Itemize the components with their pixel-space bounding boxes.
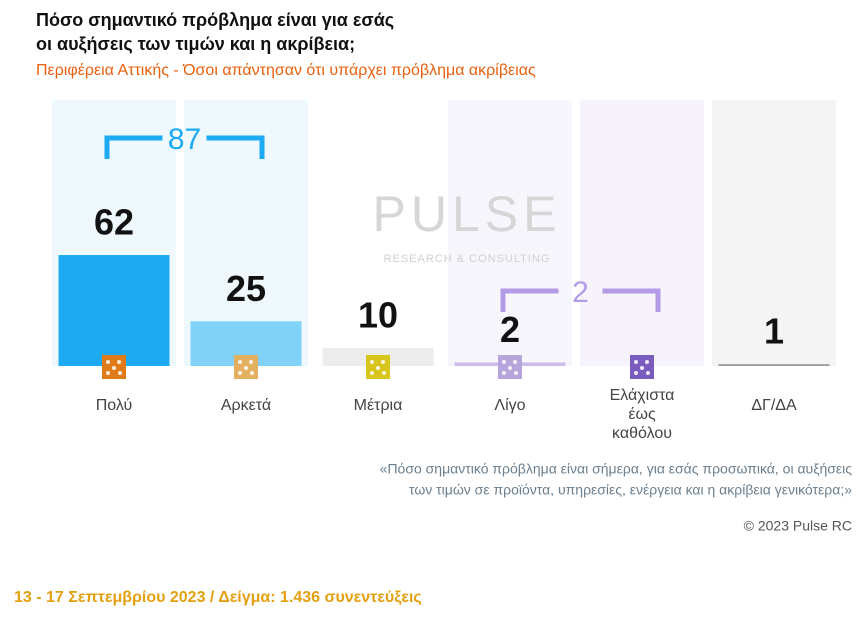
column-bg — [712, 100, 836, 366]
icon-star — [106, 360, 110, 364]
icon-star — [370, 360, 374, 364]
x-tick-label: Λίγο — [494, 397, 526, 414]
column-bg — [448, 100, 572, 366]
chart-subtitle: Περιφέρεια Αττικής - Όσοι απάντησαν ότι … — [36, 62, 536, 79]
question: των τιμών σε προϊόντα, υπηρεσίες, ενέργε… — [409, 482, 852, 498]
group-bracket — [104, 135, 265, 159]
icon-star — [238, 371, 242, 375]
icon-star — [370, 371, 374, 375]
sample-note: 13 - 17 Σεπτεμβρίου 2023 / Δείγμα: 1.436… — [14, 589, 422, 606]
icon-star — [244, 366, 248, 370]
icon-star — [382, 371, 386, 375]
x-tick-label: Μέτρια — [353, 397, 403, 414]
icon-star — [250, 371, 254, 375]
x-tick-label: Αρκετά — [220, 397, 272, 414]
icon-star — [508, 366, 512, 370]
value-label: 1 — [764, 311, 784, 352]
x-tick-label: Πολύ — [95, 397, 133, 414]
icon-star — [118, 371, 122, 375]
watermark: PULSE — [373, 186, 562, 242]
question: «Πόσο σημαντικό πρόβλημα είναι σήμερα, γ… — [380, 461, 853, 477]
icon-star — [514, 371, 518, 375]
icon-star — [513, 360, 517, 364]
bar — [718, 364, 830, 366]
icon-star — [502, 360, 506, 364]
column-bg — [580, 100, 704, 366]
icon-star — [106, 371, 110, 375]
icon-star — [645, 360, 649, 364]
icon-star — [112, 366, 116, 370]
value-label: 25 — [226, 268, 266, 309]
icon-star — [502, 371, 506, 375]
icon-star — [117, 360, 121, 364]
group-bracket — [500, 288, 661, 312]
value-label: 2 — [500, 309, 520, 350]
chart-title: οι αυξήσεις των τιμών και η ακρίβεια; — [36, 34, 355, 55]
icon-star — [634, 360, 638, 364]
icon-star — [238, 360, 242, 364]
x-tick-label: ΔΓ/ΔΑ — [751, 397, 797, 414]
icon-star — [646, 371, 650, 375]
value-label: 62 — [94, 202, 134, 243]
column-bg — [316, 100, 440, 366]
icon-star — [376, 366, 380, 370]
icon-star — [249, 360, 253, 364]
x-tick-label: Ελάχιστα έως καθόλου — [609, 387, 675, 442]
icon-star — [634, 371, 638, 375]
icon-star — [381, 360, 385, 364]
bar — [58, 255, 170, 366]
copyright: © 2023 Pulse RC — [744, 518, 852, 534]
group-label: 2 — [572, 276, 589, 309]
group-label: 87 — [168, 123, 201, 156]
value-label: 10 — [358, 295, 398, 336]
chart-title: Πόσο σημαντικό πρόβλημα είναι για εσάς — [36, 10, 394, 30]
watermark-sub: RESEARCH & CONSULTING — [384, 253, 551, 265]
icon-star — [640, 366, 644, 370]
